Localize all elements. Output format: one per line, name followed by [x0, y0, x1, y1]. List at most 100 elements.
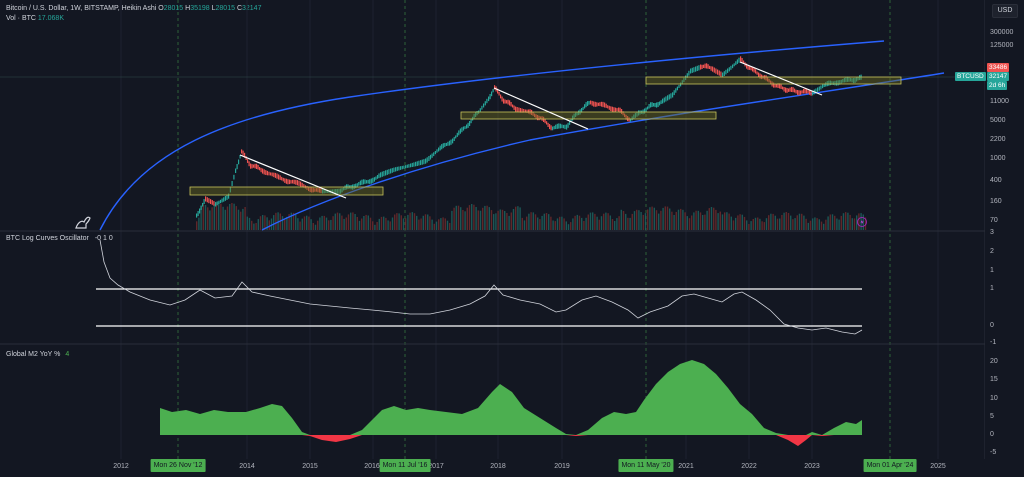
price-candle [625, 114, 627, 120]
price-candle [656, 102, 658, 108]
price-candle [732, 64, 734, 69]
volume-bar [512, 209, 515, 230]
price-candle [200, 206, 202, 210]
lightning-icon[interactable] [857, 217, 867, 227]
volume-bar [741, 214, 743, 230]
volume-bar [781, 215, 783, 230]
price-candle [447, 141, 449, 146]
price-candle [336, 188, 338, 194]
price-candle [309, 186, 311, 192]
price-candle [851, 78, 853, 83]
price-candle [836, 80, 838, 86]
price-candle [497, 88, 499, 94]
price-candle [434, 151, 436, 155]
time-label: 2018 [490, 463, 506, 470]
price-candle [475, 111, 477, 117]
price-candle [767, 76, 769, 82]
volume-bar [383, 216, 385, 230]
price-candle [700, 64, 702, 70]
volume-bar [259, 216, 262, 230]
oscillator-title[interactable]: BTC Log Curves Oscillator -0 1 0 [6, 235, 113, 242]
volume-bar [787, 213, 790, 230]
volume-bar [510, 212, 512, 230]
price-candle [820, 85, 822, 90]
price-candle [506, 100, 508, 104]
chart-legend-symbol[interactable]: Bitcoin / U.S. Dollar, 1W, BITSTAMP, Hei… [6, 5, 262, 12]
price-label: 300000 [990, 29, 1014, 36]
volume-bar [376, 222, 378, 230]
price-candle [576, 112, 578, 116]
price-candle [340, 188, 342, 194]
price-candle [268, 171, 270, 176]
price-candle [325, 189, 327, 194]
volume-bar [748, 224, 750, 230]
volume-bar [805, 218, 807, 230]
price-candle [779, 83, 781, 89]
volume-bar [620, 209, 622, 230]
price-candle [812, 90, 814, 96]
volume-bar [248, 217, 251, 230]
volume-bar [479, 210, 482, 230]
time-label: 2014 [239, 463, 255, 470]
m2-axis-label: 0 [990, 431, 994, 438]
volume-bar [220, 203, 222, 230]
price-candle [585, 102, 587, 108]
price-candle [722, 72, 724, 78]
volume-bar [398, 213, 400, 230]
volume-bar [567, 224, 570, 230]
price-candle [489, 94, 491, 100]
currency-button[interactable]: USD [992, 4, 1018, 18]
price-candle [800, 90, 802, 95]
price-candle [828, 80, 830, 86]
osc-axis-label: -1 [990, 339, 997, 346]
price-candle [807, 90, 809, 94]
oscillator-line [99, 239, 863, 335]
price-candle [804, 88, 806, 94]
price-candle [238, 159, 240, 165]
price-candle [810, 90, 812, 96]
chart-canvas[interactable] [0, 0, 985, 459]
price-candle [797, 90, 799, 95]
volume-legend[interactable]: Vol · BTC 17.068K [6, 15, 64, 22]
volume-bar [570, 222, 572, 230]
volume-bar [537, 217, 539, 230]
price-candle [657, 102, 659, 107]
volume-bar [842, 213, 845, 230]
time-label: 2017 [428, 463, 444, 470]
price-candle [718, 70, 720, 76]
price-candle [448, 140, 451, 146]
volume-bar [726, 212, 728, 230]
volume-bar [794, 218, 796, 230]
upper-log-curve [99, 40, 885, 231]
price-candle [681, 80, 683, 85]
volume-bar [836, 218, 838, 230]
volume-bar [299, 221, 301, 230]
volume-bar [539, 219, 541, 230]
volume-bar [633, 211, 636, 230]
volume-bar [864, 217, 867, 230]
m2-title[interactable]: Global M2 YoY % 4 [6, 351, 70, 358]
volume-bar [644, 213, 647, 230]
m2-positive-area [160, 360, 862, 435]
price-candle [519, 108, 522, 113]
price-candle [755, 69, 757, 74]
price-candle [549, 124, 551, 130]
price-candle [550, 125, 552, 131]
volume-bar [719, 211, 721, 230]
price-candle [685, 75, 687, 80]
price-candle [411, 162, 413, 167]
price-candle [686, 73, 688, 78]
price-candle [486, 98, 488, 104]
volume-bar [308, 216, 310, 230]
price-candle [611, 106, 613, 112]
volume-bar [224, 209, 226, 230]
price-candle [388, 169, 390, 175]
price-candle [588, 101, 590, 105]
price-candle [741, 58, 743, 63]
price-candle [859, 75, 861, 80]
volume-bar [583, 221, 585, 230]
price-candle [703, 64, 705, 68]
price-candle [317, 187, 319, 193]
volume-bar [317, 220, 319, 230]
price-candle [701, 64, 703, 69]
